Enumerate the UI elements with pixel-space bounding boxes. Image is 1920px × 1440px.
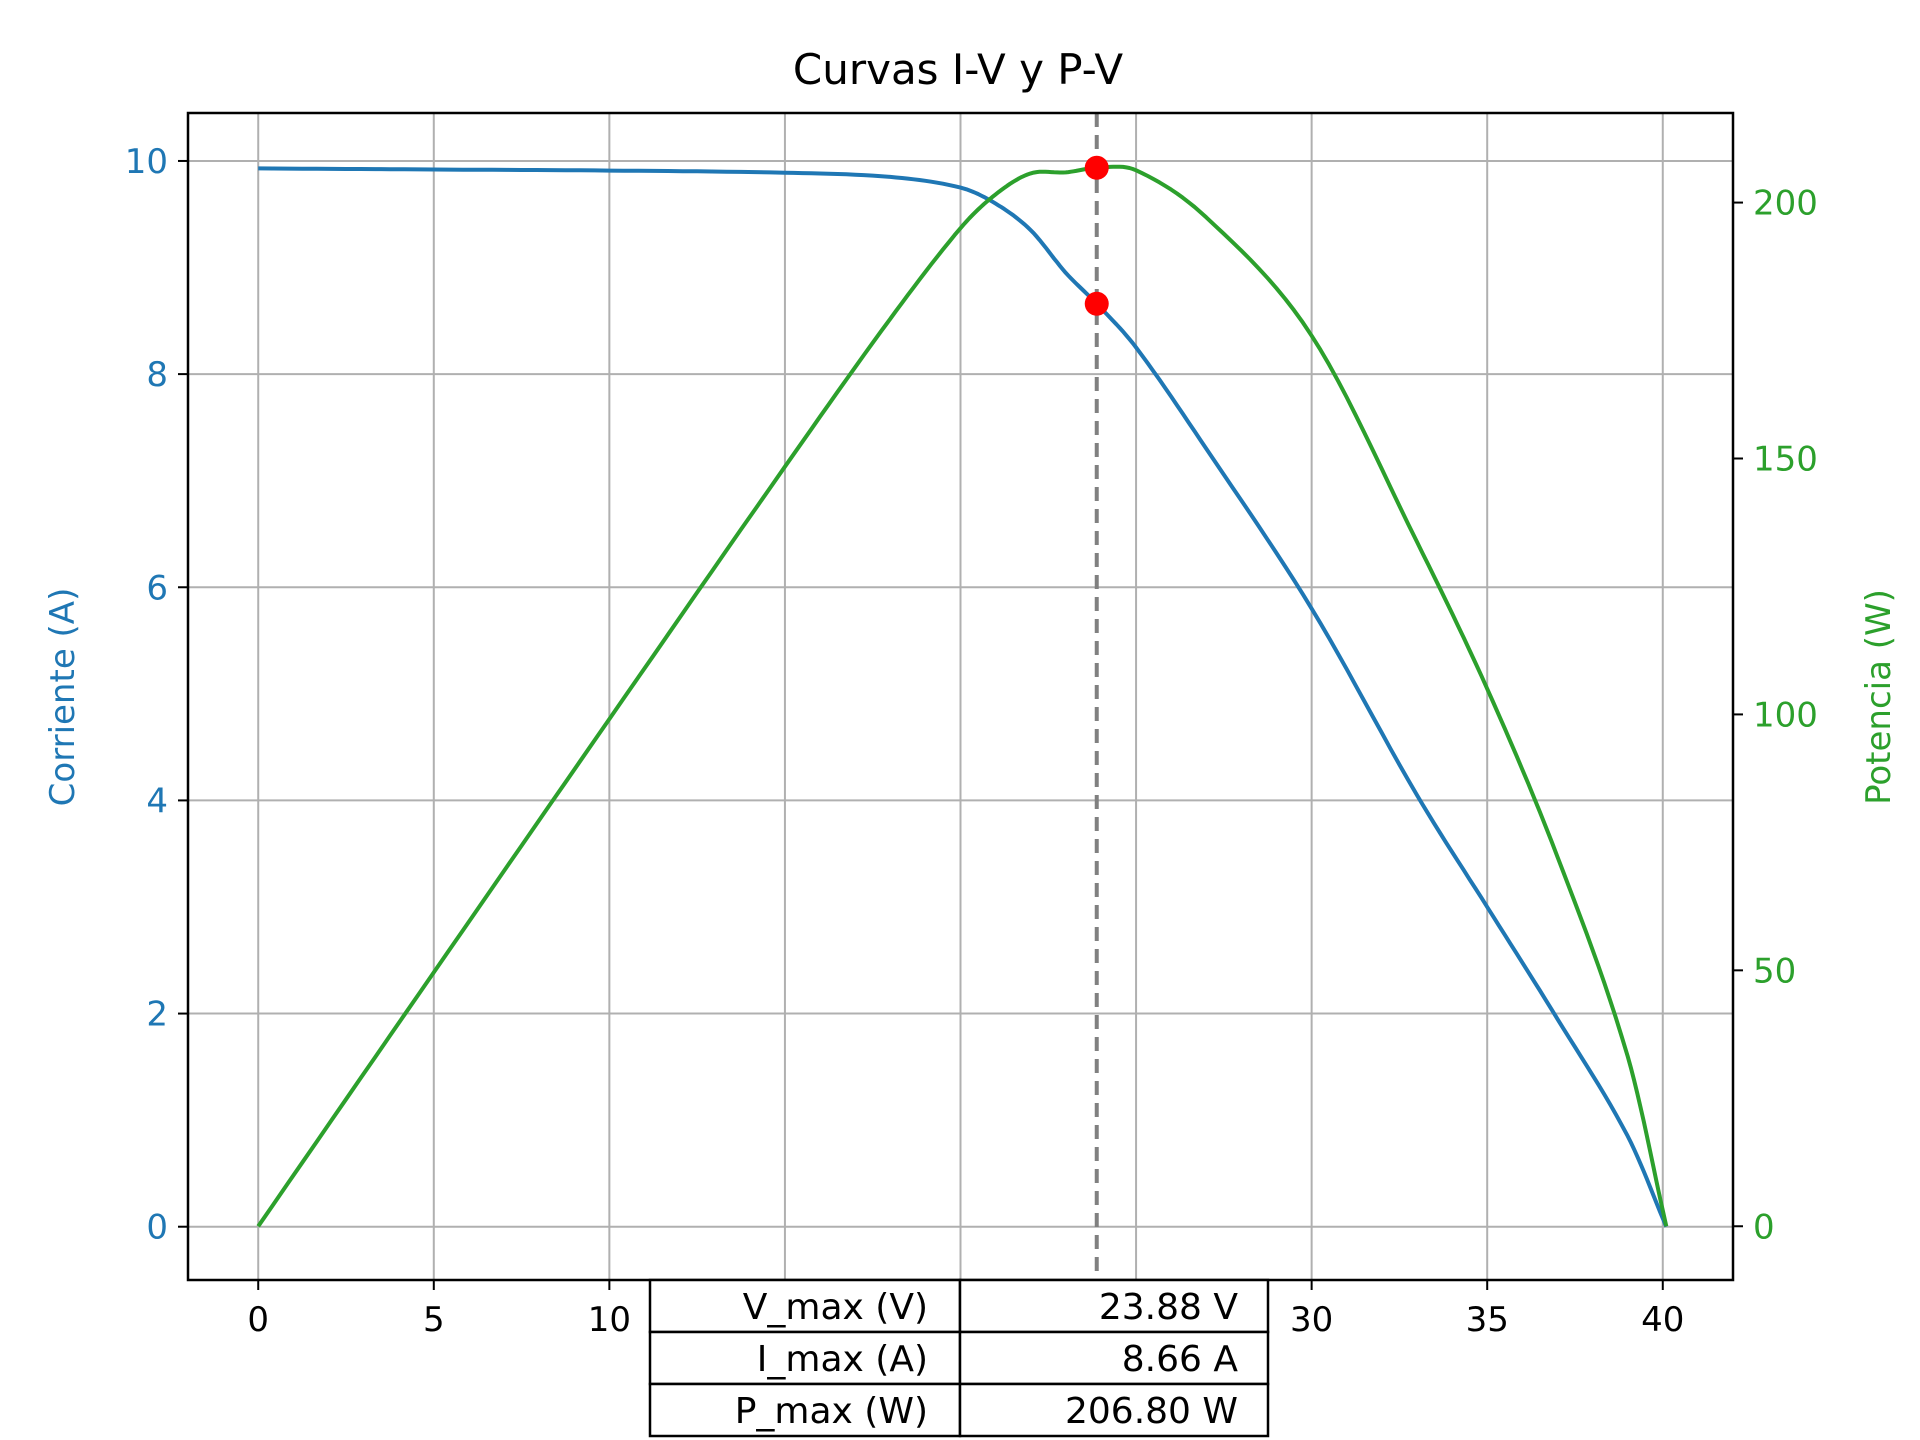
- left-tick-label: 6: [146, 568, 168, 608]
- right-axis-label: Potencia (W): [1859, 589, 1899, 805]
- table-value: 206.80 W: [1065, 1391, 1238, 1432]
- x-tick-label: 10: [588, 1300, 631, 1340]
- table-value-cell: [958, 1278, 1270, 1334]
- table-value-cell: [958, 1330, 1270, 1386]
- x-tick-label: 0: [247, 1300, 269, 1340]
- grid: [188, 113, 1733, 1280]
- table-value: 23.88 V: [1099, 1287, 1239, 1328]
- table-label-cell: [648, 1330, 962, 1386]
- mpp-power-marker: [1084, 155, 1109, 180]
- table-label-cell: [648, 1382, 962, 1438]
- left-tick-label: 10: [125, 142, 168, 182]
- x-tick-label: 5: [423, 1300, 445, 1340]
- power-curve: [256, 164, 1669, 1228]
- table-label: P_max (W): [735, 1391, 928, 1432]
- mpp-table: V_max (V) 23.88 V I_max (A) 8.66 A P_max (W)…: [648, 1278, 1270, 1438]
- right-tick-label: 150: [1753, 439, 1818, 479]
- right-tick-label: 100: [1753, 695, 1818, 735]
- mpp-current-marker: [1084, 291, 1109, 316]
- left-tick-label: 4: [146, 781, 168, 821]
- left-tick-label: 2: [146, 995, 168, 1035]
- left-tick-label: 8: [146, 355, 168, 395]
- chart-title: Curvas I-V y P-V: [793, 45, 1124, 94]
- table-label: I_max (A): [757, 1339, 928, 1380]
- table-value: 8.66 A: [1122, 1339, 1239, 1380]
- right-tick-label: 0: [1753, 1207, 1775, 1247]
- left-axis-ticks: 0 2 4 6 8 10: [125, 142, 188, 1248]
- left-axis-label: Corriente (A): [43, 588, 83, 807]
- mpp-markers: [1084, 113, 1109, 1280]
- current-curve: [258, 166, 1669, 1228]
- data-lines: [256, 164, 1669, 1228]
- x-tick-label: 40: [1641, 1300, 1684, 1340]
- left-tick-label: 0: [146, 1208, 168, 1248]
- right-tick-label: 200: [1753, 184, 1818, 224]
- right-axis-ticks: 0 50 100 150 200: [1733, 184, 1818, 1247]
- x-tick-label: 30: [1290, 1300, 1333, 1340]
- right-tick-label: 50: [1753, 951, 1796, 991]
- table-value-cell: [958, 1382, 1270, 1438]
- x-tick-label: 35: [1466, 1300, 1509, 1340]
- table-label: V_max (V): [743, 1287, 928, 1328]
